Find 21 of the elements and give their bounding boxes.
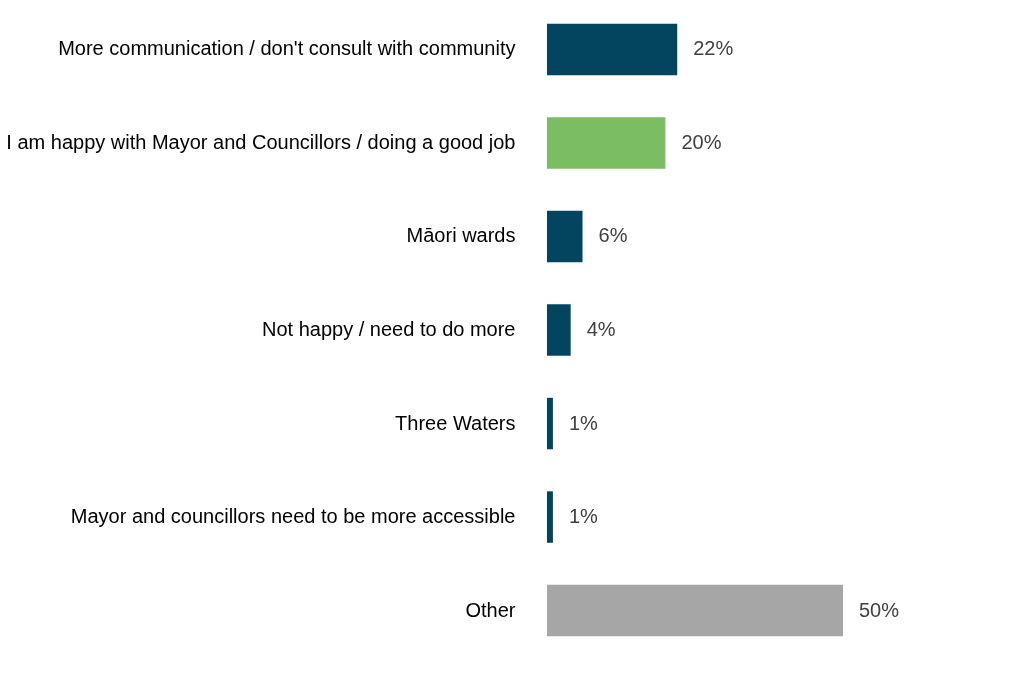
bar: [547, 304, 571, 356]
bar: [547, 397, 553, 450]
data-label: 6%: [598, 224, 628, 247]
bar: [547, 210, 583, 263]
bar: [547, 117, 666, 169]
y-tick-label: Māori wards: [406, 224, 516, 247]
y-tick-label: Not happy / need to do more: [262, 318, 516, 340]
data-label: 4%: [586, 318, 616, 340]
y-tick-label: Mayor and councillors need to be more accessible: [70, 505, 516, 528]
data-label: 1%: [568, 505, 599, 528]
y-tick-label: More communication / don't consult with community: [58, 37, 516, 60]
bar: [547, 491, 553, 543]
y-tick-label: Three Waters: [395, 411, 516, 434]
data-label: 22%: [693, 37, 734, 60]
data-label: 50%: [859, 598, 900, 621]
data-label: 1%: [568, 411, 599, 434]
bar: [547, 584, 843, 637]
bar: [547, 23, 678, 76]
y-tick-label: Other: [465, 598, 516, 621]
y-tick-label: I am happy with Mayor and Councillors / doing a good job: [6, 130, 516, 153]
data-label: 20%: [681, 130, 722, 153]
